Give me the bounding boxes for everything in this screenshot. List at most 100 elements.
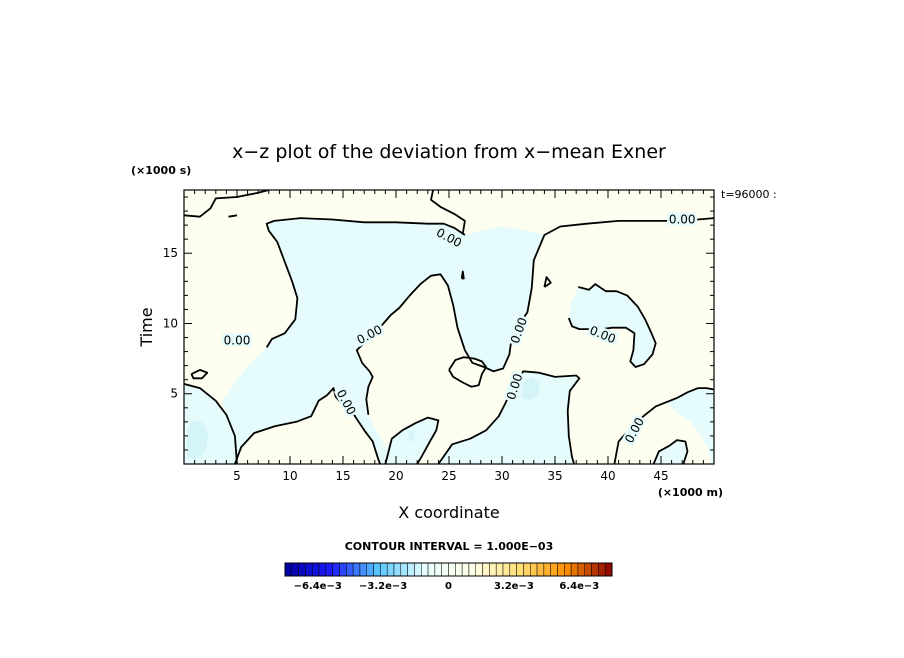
- contour-line: [355, 217, 714, 415]
- chart-title: x−z plot of the deviation from x−mean Ex…: [232, 141, 666, 163]
- x-tick-label: 20: [388, 469, 403, 483]
- negative-region: [653, 440, 688, 464]
- x-tick-label: 15: [335, 469, 350, 483]
- colorbar-swatch: [332, 562, 340, 577]
- y-tick-label: 15: [163, 246, 178, 260]
- contour-label: 0.00: [669, 213, 696, 227]
- axis-ticks: [184, 190, 714, 464]
- colorbar-swatch: [359, 562, 367, 577]
- x-tick-label: 45: [653, 469, 668, 483]
- colorbar-swatch: [550, 562, 558, 577]
- y-tick-label: 5: [170, 387, 178, 401]
- colorbar-swatch: [305, 562, 313, 577]
- colorbar-swatch: [543, 562, 551, 577]
- x-tick-label: 35: [547, 469, 562, 483]
- colorbar-swatch: [427, 562, 436, 577]
- colorbar-swatch: [455, 562, 463, 577]
- x-tick-label: 10: [282, 469, 297, 483]
- colorbar-swatch: [298, 562, 306, 577]
- contour-line: [543, 276, 552, 288]
- colorbar-swatch: [584, 562, 592, 577]
- colorbar-swatch: [325, 562, 333, 577]
- colorbar-swatch: [284, 562, 293, 577]
- colorbar-swatch: [502, 562, 511, 577]
- colorbar-swatch: [557, 562, 565, 577]
- strong-negative-region: [407, 430, 416, 442]
- colorbar-swatch: [318, 562, 327, 577]
- negative-region: [438, 371, 580, 464]
- colorbar-swatch: [291, 562, 299, 577]
- contour-label-bg: [503, 370, 526, 403]
- colorbar-swatch: [366, 562, 374, 577]
- contour-label-bg: [586, 322, 620, 346]
- colorbar-swatch: [598, 562, 606, 577]
- colorbar-swatch: [312, 562, 320, 577]
- colorbar-swatch: [448, 562, 456, 577]
- negative-region: [365, 414, 439, 464]
- contour-label-bg: [507, 314, 530, 347]
- colorbar-frame: [284, 562, 613, 577]
- y-tick-label: 10: [163, 316, 178, 330]
- colorbar-swatch: [516, 562, 524, 577]
- colorbar-swatch: [530, 562, 538, 577]
- colorbar-swatch: [386, 562, 395, 577]
- contour-line: [652, 439, 689, 464]
- contour-line: [234, 387, 381, 464]
- colorbar-swatch: [564, 562, 572, 577]
- colorbar-swatch: [434, 562, 442, 577]
- colorbar-swatch: [570, 562, 579, 577]
- colorbar-swatch: [400, 562, 408, 577]
- contour-lines: [184, 190, 714, 464]
- contour-label-bg: [352, 321, 386, 348]
- colorbar-tick-label: 6.4e−3: [559, 581, 599, 592]
- x-tick-label: 25: [441, 469, 456, 483]
- colorbar-swatch: [509, 562, 517, 577]
- negative-region: [666, 388, 714, 464]
- contour-label-bg: [667, 212, 698, 226]
- strong-negative-region: [521, 376, 541, 401]
- colorbar-tick-label: 0: [445, 581, 452, 592]
- colorbar-swatch: [577, 562, 585, 577]
- colorbar-swatch: [468, 562, 476, 577]
- colorbar-swatch: [393, 562, 402, 577]
- contour-line: [437, 370, 581, 464]
- contour-line: [265, 217, 466, 348]
- contour-line: [448, 356, 487, 388]
- y-axis-label: Time: [137, 307, 156, 347]
- colorbar-swatch: [352, 562, 361, 577]
- colorbar-swatch: [407, 562, 415, 577]
- colorbar-swatch: [373, 562, 381, 577]
- contour-label-bg: [432, 224, 466, 251]
- time-label: t=96000 :: [721, 188, 777, 201]
- colorbar-tick-label: 3.2e−3: [494, 581, 534, 592]
- y-axis-unit: (×1000 s): [131, 164, 191, 177]
- contour-label-bg: [222, 333, 252, 347]
- colorbar-swatch: [441, 562, 449, 577]
- negative-region: [222, 218, 545, 464]
- contour-line: [184, 383, 238, 464]
- colorbar-swatch: [414, 562, 422, 577]
- colorbar-swatch: [536, 562, 545, 577]
- contour-label: 0.00: [224, 333, 251, 347]
- colorbar: −6.4e−3 −3.2e−3 0 3.2e−3 6.4e−3: [284, 562, 613, 592]
- colorbar-tick-label: −3.2e−3: [359, 581, 407, 592]
- contour-line: [228, 214, 238, 218]
- colorbar-swatch: [339, 562, 347, 577]
- x-tick-label: 40: [600, 469, 615, 483]
- colorbar-swatch: [475, 562, 483, 577]
- colorbar-swatch: [495, 562, 504, 577]
- contour-line: [460, 270, 465, 280]
- colorbar-swatch: [482, 562, 490, 577]
- x-axis-unit: (×1000 m): [658, 486, 723, 499]
- colorbar-swatch: [523, 562, 531, 577]
- colorbar-swatch: [421, 562, 429, 577]
- contour-interval-label: CONTOUR INTERVAL = 1.000E−03: [345, 540, 554, 553]
- contour-line: [430, 190, 466, 234]
- strong-negative-region: [187, 420, 209, 460]
- x-axis-label: X coordinate: [398, 503, 499, 522]
- x-tick-label: 30: [494, 469, 509, 483]
- colorbar-swatch: [591, 562, 599, 577]
- contour-line: [190, 369, 209, 380]
